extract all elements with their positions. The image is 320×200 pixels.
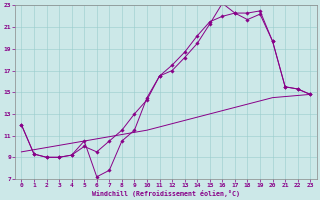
X-axis label: Windchill (Refroidissement éolien,°C): Windchill (Refroidissement éolien,°C) xyxy=(92,190,240,197)
